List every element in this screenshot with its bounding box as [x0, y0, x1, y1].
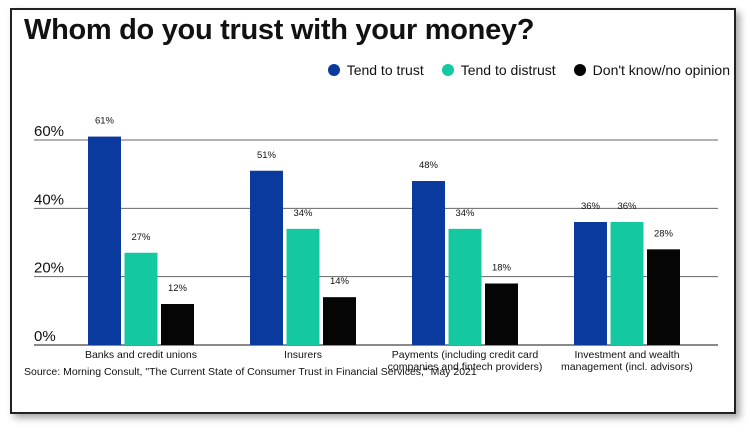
- source-note: Source: Morning Consult, "The Current St…: [24, 366, 477, 378]
- bar-no-opinion: [323, 297, 356, 345]
- x-tick-label-line: Insurers: [284, 349, 322, 361]
- bar-no-opinion: [647, 249, 680, 345]
- chart-title: Whom do you trust with your money?: [24, 14, 535, 46]
- bar-distrust: [286, 228, 320, 345]
- bar-trust: [574, 222, 607, 345]
- legend-label-distrust: Tend to distrust: [460, 62, 556, 78]
- bar-trust: [250, 170, 283, 345]
- bar-trust: [412, 181, 445, 345]
- x-tick-label: Investment and wealth management (incl. a…: [527, 349, 727, 373]
- legend-item-distrust: Tend to distrust: [441, 62, 556, 78]
- legend-item-trust: Tend to trust: [327, 62, 424, 78]
- chart-card: [10, 8, 736, 414]
- y-tick-label: 20%: [34, 260, 64, 277]
- data-label: 34%: [293, 208, 313, 219]
- legend-swatch-no-opinion: [573, 64, 586, 76]
- bar-distrust: [610, 222, 644, 345]
- x-tick-label-line: Payments (including credit card: [391, 349, 539, 361]
- data-label: 27%: [131, 232, 151, 243]
- bar-no-opinion: [485, 283, 518, 345]
- data-label: 36%: [617, 201, 637, 212]
- x-tick-label: Banks and credit unions: [41, 349, 241, 361]
- data-label: 34%: [455, 208, 475, 219]
- data-label: 36%: [581, 201, 601, 212]
- legend-label-trust: Tend to trust: [346, 62, 424, 78]
- x-tick-label-line: Investment and wealth: [574, 349, 680, 361]
- bar-distrust: [448, 228, 482, 345]
- y-tick-label: 0%: [34, 328, 56, 345]
- y-tick-label: 40%: [34, 191, 64, 208]
- bar-distrust: [124, 252, 158, 345]
- legend: Tend to trust Tend to distrust Don't kno…: [327, 62, 730, 78]
- legend-item-no-opinion: Don't know/no opinion: [573, 62, 730, 78]
- y-tick-label: 60%: [34, 123, 64, 140]
- legend-label-no-opinion: Don't know/no opinion: [592, 62, 730, 78]
- x-tick-label: Insurers: [203, 349, 403, 361]
- x-tick-label: Payments (including credit card companies…: [365, 349, 565, 373]
- data-label: 51%: [257, 150, 277, 161]
- x-tick-label-line: Banks and credit unions: [84, 349, 198, 361]
- data-label: 61%: [95, 116, 115, 127]
- x-tick-label-line: management (incl. advisors): [561, 361, 693, 373]
- data-label: 48%: [419, 160, 439, 171]
- x-tick-label-line: companies and fintech providers): [387, 361, 543, 373]
- bar-no-opinion: [161, 304, 194, 345]
- data-label: 12%: [168, 283, 188, 294]
- bar-trust: [88, 136, 121, 345]
- data-label: 14%: [330, 276, 350, 287]
- data-label: 28%: [654, 228, 674, 239]
- legend-swatch-trust: [327, 64, 340, 76]
- legend-swatch-distrust: [441, 64, 454, 76]
- data-label: 18%: [492, 263, 512, 274]
